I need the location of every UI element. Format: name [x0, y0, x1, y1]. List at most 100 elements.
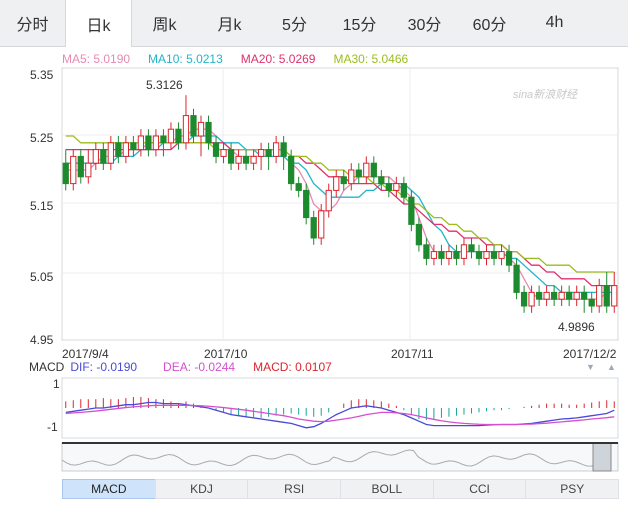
macd-legend: MACD DIF: -0.0190 DEA: -0.0244 MACD: 0.0… — [29, 360, 332, 374]
candle-body — [197, 121, 205, 137]
candle-body — [400, 183, 407, 198]
candle-body — [288, 155, 295, 185]
macd-value-label: MACD: 0.0107 — [253, 360, 332, 374]
macd-tick: -1 — [47, 420, 58, 434]
macd-frame — [61, 377, 619, 439]
candle-body — [130, 142, 137, 151]
ma20-line — [65, 142, 615, 287]
tab-4[interactable]: 5分 — [282, 17, 307, 34]
candle-body — [115, 142, 122, 157]
candle-body — [242, 155, 250, 164]
date-tick: 2017/11 — [391, 347, 434, 361]
candle-body — [490, 251, 498, 259]
indicator-button-rsi[interactable]: RSI — [247, 479, 342, 499]
candle-body — [581, 291, 588, 300]
candle-body — [175, 128, 182, 144]
candle-body — [325, 189, 332, 212]
candle-body — [77, 155, 84, 178]
candle-body — [70, 155, 77, 185]
navigator-handle — [592, 442, 612, 472]
tab-3[interactable]: 月k — [217, 17, 242, 34]
tab-7[interactable]: 60分 — [472, 17, 507, 34]
candle-body — [167, 128, 175, 144]
candle-body — [205, 121, 212, 144]
candle-body — [280, 142, 287, 157]
candle-body — [318, 210, 325, 239]
candle-body — [543, 291, 550, 300]
candle-body — [535, 291, 543, 300]
candle-body — [468, 244, 475, 253]
candle-body — [415, 223, 423, 246]
candle-body — [265, 149, 272, 157]
candle-body — [483, 251, 490, 259]
macd-tick: 1 — [53, 377, 60, 391]
candle-body — [393, 183, 400, 191]
ma10-label: MA10: 5.0213 — [148, 52, 223, 66]
price-tick: 5.05 — [30, 270, 54, 284]
tab-6[interactable]: 30分 — [407, 17, 442, 34]
candle-body — [378, 176, 385, 185]
candle-body — [370, 162, 377, 178]
candle-body — [122, 142, 129, 157]
macd-name: MACD — [29, 360, 65, 374]
candle-body — [340, 176, 347, 185]
candle-body — [107, 142, 114, 164]
candle-body — [453, 251, 460, 259]
candle-body — [498, 251, 505, 259]
candle-body — [137, 135, 145, 151]
tab-8[interactable]: 4h — [545, 14, 564, 31]
candle-body — [220, 149, 227, 157]
ma20-label: MA20: 5.0269 — [240, 52, 316, 66]
price-frame — [61, 67, 619, 341]
tab-1[interactable]: 日k — [65, 0, 132, 47]
price-tick: 5.15 — [30, 199, 54, 213]
candle-body — [355, 169, 362, 178]
tab-0[interactable]: 分时 — [16, 17, 49, 34]
sina-watermark: sina新浪财经 — [513, 89, 578, 101]
candle-body — [408, 196, 415, 225]
candle-body — [235, 155, 242, 164]
period-tabs: 分时 日k 周k 月k 5分 15分 30分 60分 4h — [0, 0, 628, 47]
candle-body — [513, 264, 520, 293]
candle-body — [520, 291, 528, 307]
candle-body — [333, 176, 340, 191]
price-tick: 4.95 — [30, 333, 54, 347]
candle-body — [475, 251, 483, 259]
candle-body — [212, 142, 220, 157]
ma5-label: MA5: 5.0190 — [62, 52, 131, 66]
date-tick: 2017/12/2 — [563, 347, 617, 361]
candle-body — [152, 135, 160, 151]
scroll-down-icon[interactable]: ▼ — [586, 362, 595, 372]
tab-2[interactable]: 周k — [152, 17, 177, 34]
candle-body — [227, 149, 235, 164]
candle-body — [145, 135, 152, 151]
candle-body — [257, 149, 265, 157]
scroll-up-icon[interactable]: ▲ — [607, 362, 616, 372]
ma30-label: MA30: 5.0466 — [333, 52, 409, 66]
indicator-buttons: MACD KDJ RSI BOLL CCI PSY — [62, 479, 620, 499]
price-tick: 5.25 — [30, 131, 54, 145]
ma-legend: MA5: 5.0190 MA10: 5.0213 MA20: 5.0269 MA… — [62, 52, 408, 66]
candle-body — [603, 285, 610, 307]
indicator-button-macd[interactable]: MACD — [62, 479, 156, 499]
candle-body — [250, 155, 257, 164]
candle-body — [551, 291, 558, 300]
candle-body — [445, 251, 453, 259]
candle-body — [423, 244, 430, 259]
dea-line — [65, 404, 615, 426]
candle-body — [85, 162, 92, 178]
candle-body — [558, 291, 565, 300]
candle-body — [100, 149, 107, 164]
tab-5[interactable]: 15分 — [342, 17, 377, 34]
candle-body — [310, 217, 317, 239]
indicator-button-psy[interactable]: PSY — [525, 479, 620, 499]
dea-label: DEA: -0.0244 — [163, 360, 236, 374]
candle-body — [438, 251, 445, 259]
indicator-button-boll[interactable]: BOLL — [340, 479, 434, 499]
candle-body — [505, 251, 513, 266]
candle-body — [348, 169, 355, 185]
candle-body — [430, 251, 438, 259]
date-tick: 2017/9/4 — [62, 347, 109, 361]
ma10-line — [65, 135, 615, 294]
